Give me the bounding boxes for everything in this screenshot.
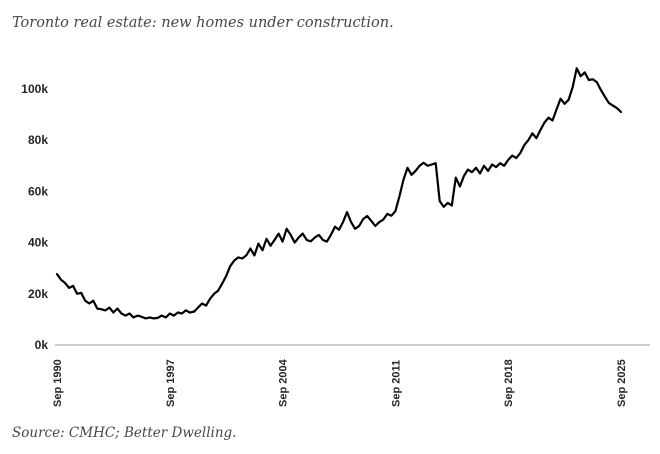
y-tick-label: 100k xyxy=(21,82,48,96)
series-line xyxy=(55,67,623,320)
x-axis-labels: Sep 1990 Sep 1997 Sep 2004 Sep 2011 Sep 2018… xyxy=(52,358,628,407)
source-note: Source: CMHC; Better Dwelling. xyxy=(12,425,236,441)
x-tick-label: Sep 2004 xyxy=(278,358,290,407)
y-tick-label: 60k xyxy=(28,184,48,198)
x-tick-label: Sep 1997 xyxy=(165,359,177,407)
y-tick-label: 0k xyxy=(35,338,49,352)
y-tick-label: 80k xyxy=(28,133,48,147)
y-axis-labels: 0k 20k 40k 60k 80k 100k xyxy=(21,82,48,352)
x-tick-label: Sep 2011 xyxy=(390,360,402,407)
x-tick-label: Sep 2025 xyxy=(616,359,628,407)
y-tick-label: 20k xyxy=(28,287,48,301)
x-tick-label: Sep 2018 xyxy=(503,359,515,407)
x-tick-label: Sep 1990 xyxy=(52,359,64,407)
chart-title: Toronto real estate: new homes under con… xyxy=(12,15,394,31)
y-tick-label: 40k xyxy=(28,236,48,250)
